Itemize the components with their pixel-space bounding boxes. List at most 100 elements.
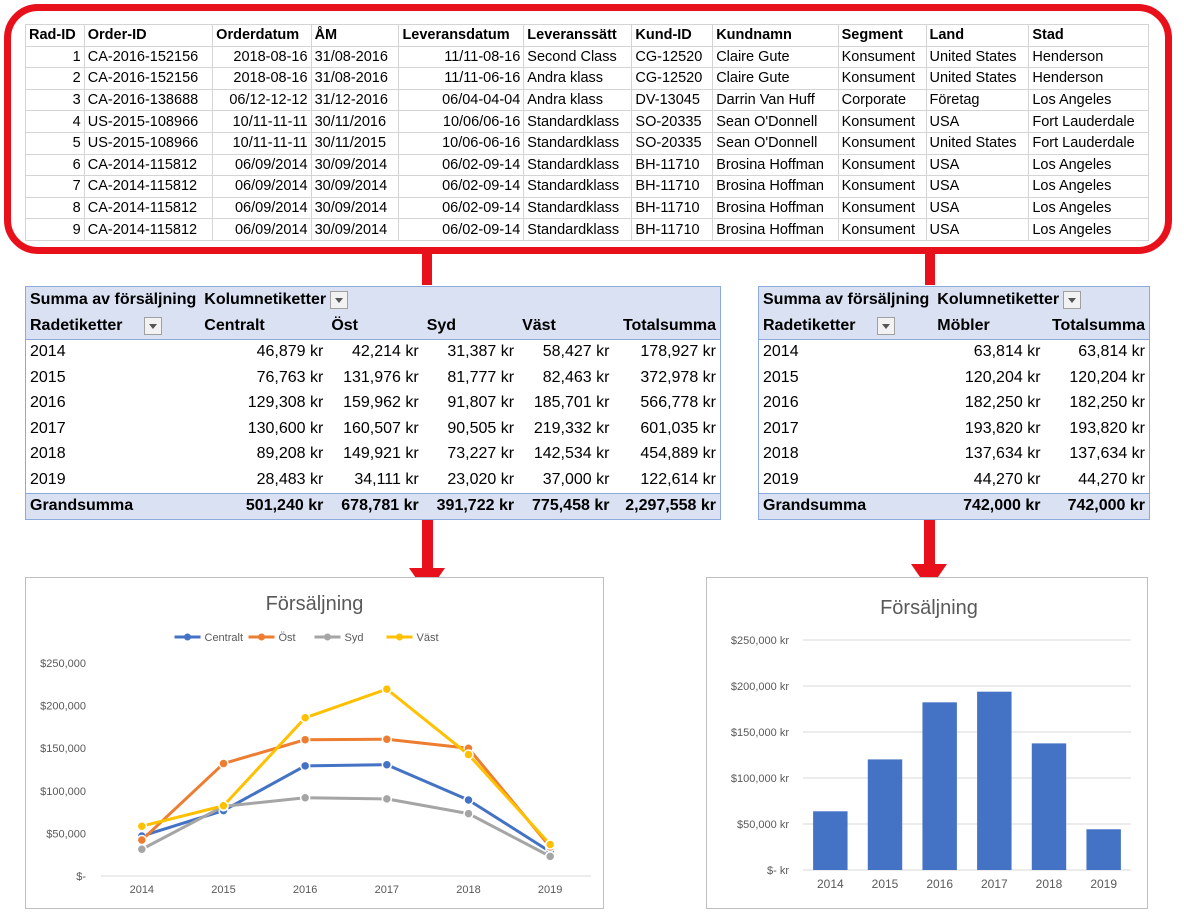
pivot1-value-cell[interactable]: 76,763 kr (256, 368, 324, 386)
pivot1-value-cell[interactable]: 81,777 kr (447, 368, 515, 386)
pivot2-column-filter-dropdown-icon[interactable] (1063, 290, 1082, 309)
line-chart-box[interactable]: Försäljning Centralt Öst Syd Väst $- $50,000 $1… (25, 577, 604, 909)
sheet-cell[interactable]: 06/04-04-04 (398, 88, 525, 112)
sheet-cell[interactable]: Standardklass (523, 131, 633, 155)
sheet-cell[interactable]: Los Angeles (1028, 218, 1149, 241)
sheet-cell[interactable]: 30/11/2016 (310, 110, 400, 133)
sheet-cell[interactable]: Corporate (837, 88, 927, 112)
data-point[interactable] (381, 793, 393, 805)
sheet-cell[interactable]: Henderson (1028, 45, 1149, 69)
pivot1-value-cell[interactable]: 149,921 kr (343, 445, 419, 463)
sheet-cell[interactable]: 06/12-12-12 (212, 88, 312, 112)
sheet-cell[interactable]: Standardklass (523, 218, 633, 241)
sheet-cell[interactable]: 30/09/2014 (310, 218, 400, 241)
bar[interactable] (1086, 829, 1121, 870)
sheet-cell[interactable]: USA (925, 218, 1030, 241)
pivot2-value-cell[interactable]: 182,250 kr (1069, 394, 1145, 412)
sheet-cell[interactable]: 30/11/2015 (310, 131, 400, 155)
sheet-cell[interactable]: United States (925, 131, 1030, 155)
data-point[interactable] (218, 800, 229, 811)
data-point[interactable] (299, 734, 311, 745)
pivot1-value-cell[interactable]: 28,483 kr (256, 470, 324, 488)
sheet-cell[interactable]: Los Angeles (1028, 88, 1149, 112)
sheet-cell[interactable]: Henderson (1028, 67, 1149, 90)
pivot1-value-cell[interactable]: 37,000 kr (542, 470, 610, 488)
pivot2-value-cell[interactable]: 137,634 kr (964, 445, 1041, 463)
sheet-cell[interactable]: BH-11710 (631, 153, 714, 177)
sheet-cell[interactable]: Standardklass (523, 153, 633, 177)
sheet-cell[interactable]: 31/08-2016 (310, 45, 400, 69)
sheet-cell[interactable]: CA-2014-115812 (83, 196, 214, 220)
sheet-cell[interactable]: 11/11-06-16 (398, 67, 525, 90)
sheet-cell[interactable]: CA-2014-115812 (83, 153, 214, 177)
pivot1-value-cell[interactable]: 131,976 kr (343, 368, 419, 386)
pivot1-value-cell[interactable]: 372,978 kr (640, 368, 716, 386)
data-point[interactable] (299, 760, 311, 772)
sheet-column-header[interactable]: Rad-ID (25, 24, 85, 47)
pivot2-value-cell[interactable]: 120,204 kr (1069, 368, 1145, 386)
sheet-cell[interactable]: 4 (25, 110, 85, 133)
sheet-cell[interactable]: Fort Lauderdale (1028, 110, 1149, 133)
sheet-cell[interactable]: 7 (25, 175, 85, 198)
sheet-cell[interactable]: 10/06/06-16 (398, 110, 525, 133)
sheet-cell[interactable]: 06/09/2014 (212, 196, 312, 220)
pivot2-grand-total-value[interactable]: 742,000 kr (933, 492, 1045, 520)
pivot2-value-cell[interactable]: 193,820 kr (964, 419, 1041, 437)
pivot1-value-cell[interactable]: 129,308 kr (247, 394, 324, 412)
pivot1-value-cell[interactable]: 23,020 kr (447, 470, 515, 488)
sheet-cell[interactable]: Los Angeles (1028, 196, 1149, 220)
sheet-cell[interactable]: United States (925, 67, 1030, 90)
sheet-cell[interactable]: 31/08-2016 (310, 67, 400, 90)
sheet-cell[interactable]: Brosina Hoffman (712, 175, 839, 198)
data-point[interactable] (381, 683, 393, 695)
sheet-cell[interactable]: Standardklass (523, 196, 633, 220)
sheet-cell[interactable]: 10/11-11-11 (212, 110, 312, 133)
sheet-cell[interactable]: 10/06-06-16 (398, 131, 525, 155)
sheet-cell[interactable]: Standardklass (523, 110, 633, 133)
sheet-cell[interactable]: US-2015-108966 (83, 131, 214, 155)
pivot2-value-cell[interactable]: 137,634 kr (1069, 445, 1145, 463)
pivot1-value-cell[interactable]: 91,807 kr (447, 394, 515, 412)
sheet-column-header[interactable]: Kund-ID (631, 24, 714, 47)
sheet-cell[interactable]: Konsument (837, 110, 927, 133)
data-point[interactable] (544, 851, 556, 862)
sheet-cell[interactable]: USA (925, 196, 1030, 220)
pivot1-grand-total-value[interactable]: 678,781 kr (327, 492, 423, 520)
sheet-cell[interactable]: Standardklass (523, 175, 633, 198)
pivot1-value-cell[interactable]: 160,507 kr (343, 419, 419, 437)
sheet-cell[interactable]: CG-12520 (631, 67, 714, 90)
sheet-cell[interactable]: Andra klass (523, 67, 633, 90)
pivot1-value-cell[interactable]: 219,332 kr (533, 419, 610, 437)
bar[interactable] (1031, 743, 1067, 870)
data-point[interactable] (381, 733, 393, 745)
sheet-column-header[interactable]: Land (925, 24, 1030, 47)
sheet-cell[interactable]: USA (925, 153, 1030, 177)
data-point[interactable] (463, 749, 474, 760)
sheet-cell[interactable]: Företag (925, 88, 1030, 112)
bar[interactable] (977, 691, 1012, 870)
sheet-cell[interactable]: CA-2016-138688 (83, 88, 214, 112)
sheet-cell[interactable]: Konsument (837, 45, 927, 69)
sheet-cell[interactable]: Konsument (837, 196, 927, 220)
data-point[interactable] (381, 759, 393, 770)
sheet-cell[interactable]: Brosina Hoffman (712, 218, 839, 241)
sheet-cell[interactable]: DV-13045 (631, 88, 714, 112)
series-line[interactable] (140, 737, 552, 848)
pivot1-column-filter-dropdown-icon[interactable] (330, 290, 349, 309)
pivot1-value-cell[interactable]: 90,505 kr (447, 419, 515, 437)
bar[interactable] (922, 702, 957, 870)
pivot1-value-cell[interactable]: 454,889 kr (640, 445, 716, 463)
sheet-cell[interactable]: 30/09/2014 (310, 175, 400, 198)
sheet-cell[interactable]: Claire Gute (712, 67, 839, 90)
sheet-cell[interactable]: Konsument (837, 67, 927, 90)
sheet-cell[interactable]: 2 (25, 67, 85, 90)
sheet-cell[interactable]: SO-20335 (631, 110, 714, 133)
sheet-cell[interactable]: Fort Lauderdale (1028, 131, 1149, 155)
sheet-cell[interactable]: CA-2014-115812 (83, 218, 214, 241)
sheet-cell[interactable]: Brosina Hoffman (712, 153, 839, 177)
sheet-cell[interactable]: 3 (25, 88, 85, 112)
pivot1-value-cell[interactable]: 73,227 kr (447, 445, 515, 463)
sheet-cell[interactable]: 06/02-09-14 (398, 153, 525, 177)
sheet-cell[interactable]: Los Angeles (1028, 175, 1149, 198)
sheet-cell[interactable]: 30/09/2014 (310, 153, 400, 177)
